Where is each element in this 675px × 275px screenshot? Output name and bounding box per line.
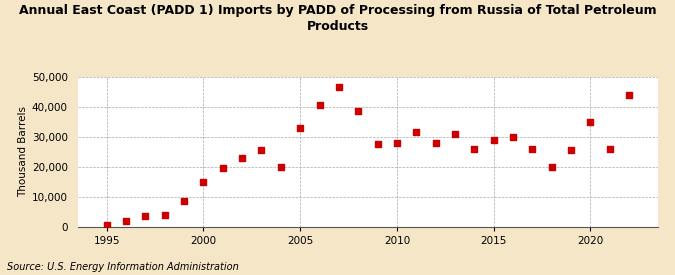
Point (314, 103, 325, 108)
Point (411, 130, 422, 135)
Point (353, 109, 364, 114)
Point (585, 120, 596, 124)
Point (546, 165, 557, 169)
Point (121, 219, 132, 223)
Point (488, 138, 499, 142)
Text: Source: U.S. Energy Information Administration: Source: U.S. Energy Information Administ… (7, 262, 238, 272)
Point (392, 141, 402, 145)
Point (237, 156, 248, 160)
Point (527, 147, 538, 151)
Point (179, 199, 190, 204)
Point (140, 214, 151, 219)
Point (198, 180, 209, 184)
Point (333, 85, 344, 90)
Point (295, 126, 306, 130)
Text: Annual East Coast (PADD 1) Imports by PADD of Processing from Russia of Total Pe: Annual East Coast (PADD 1) Imports by PA… (19, 4, 656, 33)
Point (217, 166, 228, 170)
Point (604, 147, 615, 151)
Point (469, 147, 480, 151)
Point (430, 141, 441, 145)
Point (372, 142, 383, 147)
Point (275, 165, 286, 169)
Point (159, 213, 170, 217)
Point (508, 135, 518, 139)
Point (256, 148, 267, 153)
Point (101, 223, 112, 228)
Y-axis label: Thousand Barrels: Thousand Barrels (18, 106, 28, 197)
Point (450, 132, 460, 136)
Point (566, 148, 576, 153)
Point (624, 93, 634, 97)
